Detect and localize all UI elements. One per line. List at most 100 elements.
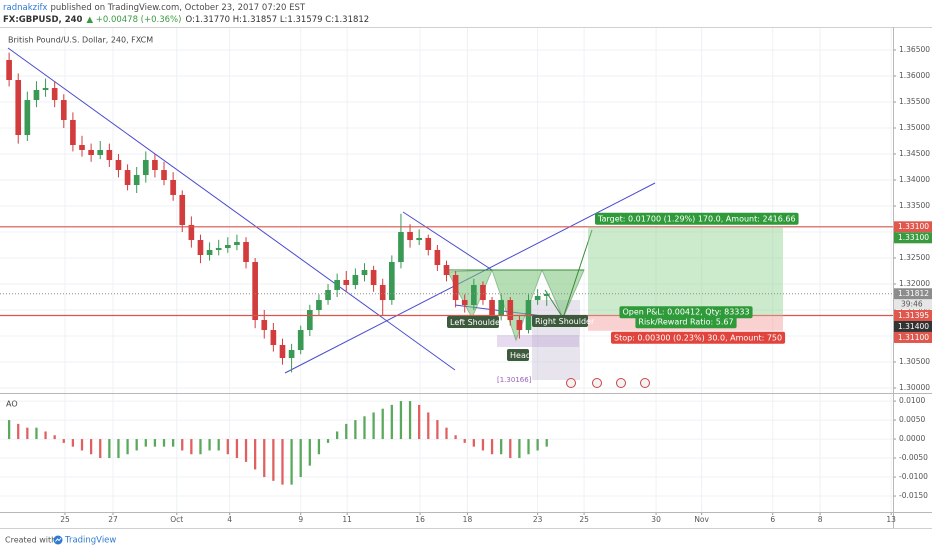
ao-bar — [89, 439, 93, 455]
ao-bar — [199, 439, 202, 455]
label-bg — [532, 315, 588, 327]
event-flag — [592, 378, 602, 388]
ao-bar — [80, 439, 84, 451]
ao-bar — [44, 431, 47, 440]
ao-bar — [26, 427, 29, 440]
fib-band — [497, 335, 579, 347]
ao-bar — [162, 439, 166, 447]
pattern-label: Head — [510, 351, 531, 360]
event-flag — [616, 378, 626, 388]
candle-body — [434, 249, 441, 266]
pattern-label: Left Shoulder — [450, 318, 504, 327]
y-tick-label: 0.0100 — [899, 396, 925, 405]
candle-body — [152, 159, 158, 171]
y-tick-label: 1.35500 — [899, 97, 930, 106]
ao-bar — [217, 439, 220, 451]
position-label: Open P&L: 0.00412, Qty: 83333 — [622, 308, 749, 317]
ao-bar — [171, 439, 175, 447]
x-tick-label: 18 — [463, 515, 473, 524]
ao-bar — [408, 401, 412, 440]
candle-body — [243, 241, 249, 263]
label-bg — [611, 331, 786, 344]
ao-bar — [545, 439, 548, 447]
ao-bar — [509, 439, 512, 459]
logo — [53, 535, 63, 545]
ao-bar — [208, 439, 211, 451]
candle-body — [70, 119, 76, 146]
candle-body — [97, 149, 104, 155]
logo-icon — [55, 537, 62, 542]
ao-bar — [317, 439, 321, 455]
candle-body — [224, 245, 231, 249]
candle-body — [461, 300, 468, 306]
pattern-label: Right Shoulder — [535, 317, 595, 326]
candle-body — [215, 248, 222, 250]
ao-bar — [281, 439, 284, 485]
change: ▲ +0.00478 (+0.36%) — [86, 15, 181, 25]
price-badge — [894, 331, 932, 343]
candle-body — [379, 284, 386, 301]
candle-body — [142, 159, 149, 176]
candle-body — [507, 300, 514, 320]
target-zone — [588, 226, 783, 316]
x-tick-label: 23 — [533, 515, 543, 524]
x-tick-label: Nov — [694, 515, 709, 524]
candle-body — [370, 270, 377, 285]
ao-bar — [135, 439, 138, 451]
position-label: Target: 0.01700 (1.29%) 170.0, Amount: 2… — [597, 214, 796, 223]
header-line: radnakzifx published on TradingView.com, … — [3, 3, 306, 13]
x-tick-label: 8 — [818, 515, 823, 524]
price-badge — [894, 232, 932, 244]
candle-body — [79, 145, 85, 150]
ao-bar — [500, 439, 503, 455]
ao-bar — [272, 439, 275, 481]
ao-bar — [399, 401, 403, 440]
ao-bar — [481, 439, 485, 451]
ao-bar — [263, 439, 266, 478]
label-bg — [447, 316, 499, 328]
footer-text: Created with — [5, 536, 56, 545]
candle-body — [42, 88, 49, 90]
y-tick-label: 1.33500 — [899, 201, 930, 210]
x-tick-label: 4 — [227, 515, 232, 524]
x-tick-label: 25 — [60, 515, 70, 524]
price-badge — [894, 288, 932, 300]
countdown: 39:46 — [901, 300, 923, 309]
y-tick-label: 1.35000 — [899, 123, 930, 132]
x-tick-label: 16 — [415, 515, 425, 524]
ao-bar — [226, 439, 229, 455]
ao-bar — [418, 404, 421, 440]
x-tick-label: 9 — [298, 515, 303, 524]
ao-bar — [35, 427, 38, 440]
ao-bar — [536, 439, 539, 451]
ao-bar — [490, 439, 494, 455]
y-tick-label: 1.32500 — [899, 253, 930, 262]
x-tick-label: 27 — [108, 515, 118, 524]
ao-bar — [7, 420, 11, 440]
y-tick-label: 0.0050 — [899, 415, 925, 424]
ao-bar — [299, 439, 302, 478]
candle-body — [115, 159, 122, 171]
y-tick-label: -0.0150 — [899, 491, 928, 500]
ao-bar — [336, 431, 339, 440]
ao-bar — [62, 439, 65, 443]
price-badge-label: 1.31400 — [898, 322, 929, 331]
candle-body — [206, 249, 213, 255]
ao-bar — [345, 423, 348, 440]
y-tick-label: 1.34000 — [899, 175, 930, 184]
ao-bar — [308, 439, 311, 466]
candle-body — [279, 345, 286, 359]
candle-body — [325, 289, 331, 301]
price-badge — [894, 221, 932, 233]
ao-bar — [472, 439, 475, 447]
ao-bar — [144, 439, 147, 447]
price-badge-label: 1.33100 — [898, 233, 929, 242]
y-tick-label: 1.36500 — [899, 45, 930, 54]
candle-body — [489, 300, 495, 315]
candle-body — [361, 270, 368, 276]
candle-body — [51, 88, 58, 101]
x-tick-label: 25 — [579, 515, 589, 524]
ao-bar — [290, 439, 293, 485]
ao-bar — [53, 435, 56, 440]
